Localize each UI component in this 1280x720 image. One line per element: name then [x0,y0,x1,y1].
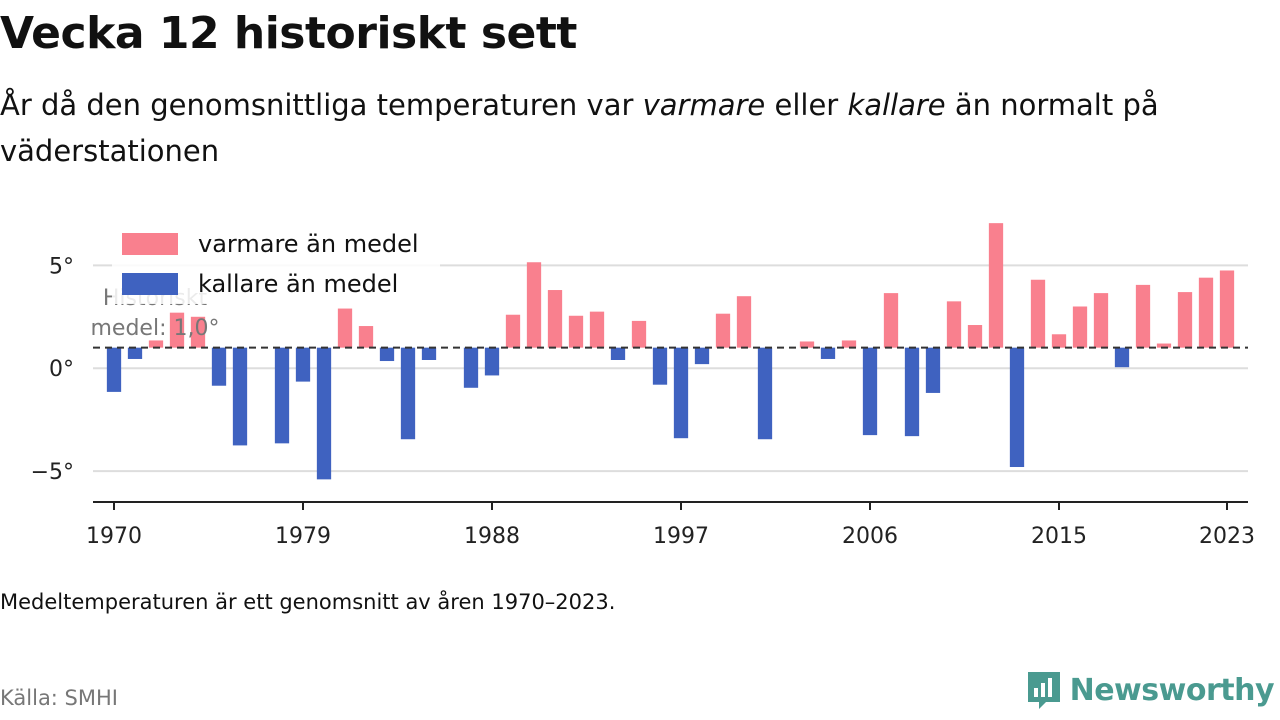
footnote: Medeltemperaturen är ett genomsnitt av å… [0,590,616,614]
bar-1979 [295,347,311,382]
bar-2000 [736,296,752,348]
x-tick-label: 1988 [464,524,520,549]
bar-2001 [757,347,773,440]
bar-1982 [358,326,374,348]
legend-label-cold: kallare än medel [198,270,398,298]
subtitle-part-2: eller [765,88,848,122]
reference-label-line2: medel: 1,0° [91,316,220,341]
y-tick-label: 0° [49,357,74,382]
bar-1987 [463,347,479,388]
source-label: Källa: SMHI [0,686,118,710]
bar-1976 [232,347,248,446]
bar-2016 [1072,306,1088,348]
bar-2005 [841,340,857,348]
y-tick-label: 5° [49,254,74,279]
bar-2014 [1030,279,1046,348]
bar-1994 [610,347,626,360]
bar-1991 [547,290,563,348]
bar-2007 [883,293,899,348]
x-tick-label: 1997 [653,524,709,549]
bar-1985 [421,347,437,360]
bar-1993 [589,311,605,348]
bar-1974 [190,316,206,348]
bar-1998 [694,347,710,365]
bar-1971 [127,347,143,359]
chart-subtitle: År då den genomsnittliga temperaturen va… [0,82,1230,174]
x-tick-label: 2023 [1199,524,1255,549]
bar-2004 [820,347,836,359]
subtitle-cold: kallare [847,88,946,122]
bar-1984 [400,347,416,440]
bar-2010 [946,301,962,348]
bar-1972 [148,340,164,348]
bar-2021 [1177,292,1193,348]
chart-title: Vecka 12 historiskt sett [0,8,577,59]
bar-1988 [484,347,500,376]
subtitle-part-3: än normalt på väderstationen [0,88,1159,168]
bar-1996 [652,347,668,385]
legend-label-warm: varmare än medel [198,230,419,258]
bar-1970 [106,347,122,392]
bar-1983 [379,347,395,362]
bar-1978 [274,347,290,444]
legend-swatch-warm [122,233,178,255]
bar-2020 [1156,343,1172,348]
bar-1973 [169,312,185,348]
newsworthy-logo-icon [1027,672,1060,709]
bar-2011 [967,325,983,348]
bar-1997 [673,347,689,439]
bar-1989 [505,314,521,348]
bar-1975 [211,347,227,386]
bar-2019 [1135,284,1151,348]
bar-1990 [526,262,542,348]
legend-swatch-cold [122,273,178,295]
bar-1995 [631,320,647,348]
bar-2022 [1198,277,1214,348]
subtitle-warm: varmare [642,88,766,122]
bar-2023 [1219,270,1235,348]
bar-2013 [1009,347,1025,468]
bar-2017 [1093,293,1109,348]
bar-1992 [568,315,584,348]
bar-2003 [799,341,815,348]
bar-2018 [1114,347,1130,368]
bar-2009 [925,347,941,393]
bar-2015 [1051,334,1067,348]
brand-logo: Newsworthy [1026,670,1275,710]
y-tick-label: −5° [31,460,74,485]
bar-2006 [862,347,878,436]
x-tick-label: 2015 [1031,524,1087,549]
x-tick-label: 2006 [842,524,898,549]
subtitle-part-1: År då den genomsnittliga temperaturen va… [0,88,643,122]
bar-2012 [988,223,1004,348]
x-tick-label: 1979 [275,524,331,549]
bar-1999 [715,313,731,348]
brand-name: Newsworthy [1069,672,1275,708]
bar-2008 [904,347,920,437]
x-tick-label: 1970 [86,524,142,549]
bar-1980 [316,347,332,480]
bar-1981 [337,308,353,348]
